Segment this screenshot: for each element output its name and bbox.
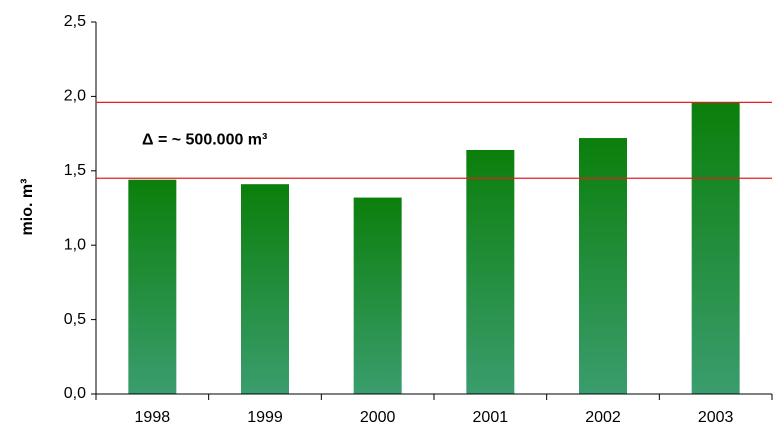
y-tick-label: 1,0 xyxy=(64,236,86,253)
bar xyxy=(466,149,515,394)
annotation: Δ = ~ 500.000 m³ xyxy=(142,132,267,149)
y-axis-label: mio. m³ xyxy=(19,179,36,236)
y-tick-label: 0,5 xyxy=(64,311,86,328)
x-tick-label: 1999 xyxy=(247,409,283,426)
bar xyxy=(579,138,627,394)
x-tick-label: 2001 xyxy=(473,409,509,426)
y-tick-label: 2,0 xyxy=(64,88,86,105)
y-tick-label: 0,0 xyxy=(64,385,86,402)
y-tick-label: 2,5 xyxy=(64,13,86,30)
bar xyxy=(691,102,740,395)
x-tick-label: 2003 xyxy=(698,409,734,426)
x-tick-label: 2002 xyxy=(585,409,621,426)
bar xyxy=(128,179,177,394)
bar xyxy=(353,197,402,394)
x-tick-label: 1998 xyxy=(135,409,171,426)
bar xyxy=(241,184,289,394)
x-tick-label: 2000 xyxy=(360,409,396,426)
y-tick-label: 1,5 xyxy=(64,162,86,179)
